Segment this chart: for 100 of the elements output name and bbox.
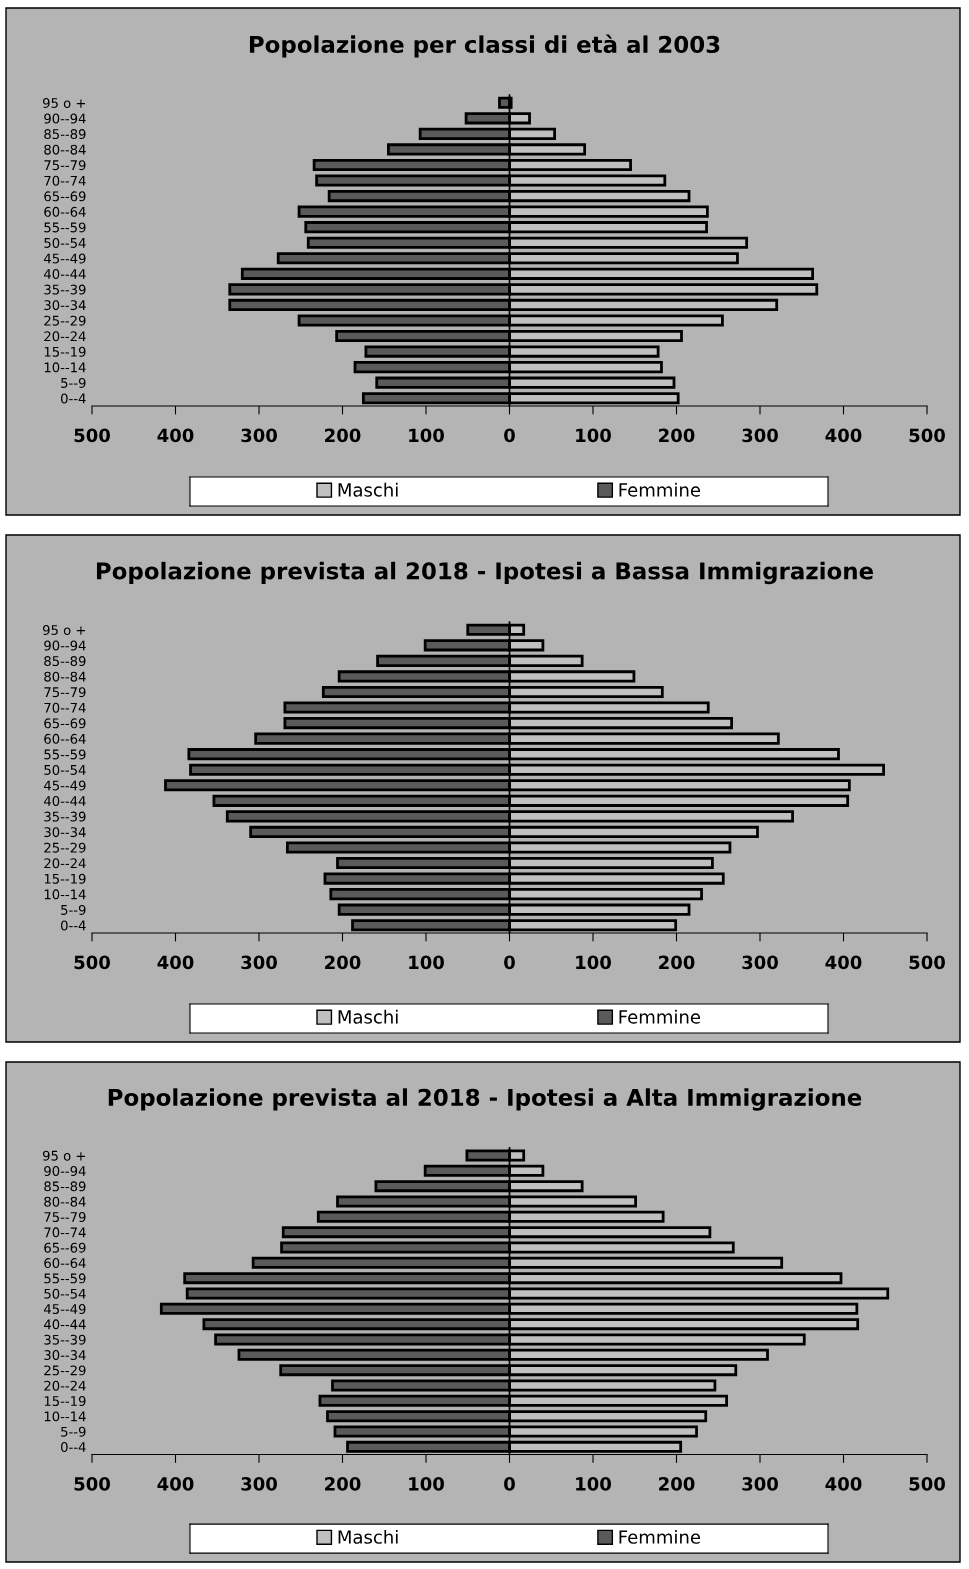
- x-tick-label: 200: [325, 428, 361, 443]
- y-tick-label: 55--59: [44, 749, 86, 760]
- x-tick-label: 500: [74, 955, 110, 970]
- y-tick-label: 15--19: [44, 873, 86, 884]
- y-tick-label: 60--64: [44, 1258, 86, 1269]
- y-tick-label: 20--24: [44, 858, 86, 869]
- x-tick-label: 400: [157, 955, 194, 970]
- x-tick-label: 400: [157, 1477, 194, 1491]
- y-tick-label: 25--29: [44, 315, 86, 326]
- y-tick-label: 75--79: [44, 1212, 86, 1223]
- y-tick-label: 5--9: [61, 904, 86, 915]
- x-tick-label: 200: [325, 955, 361, 970]
- y-tick-label: 70--74: [44, 1227, 86, 1238]
- x-tick-label: 200: [659, 955, 695, 970]
- y-tick-label: 20--24: [44, 331, 86, 342]
- y-tick-label: 5--9: [61, 377, 86, 388]
- y-tick-label: 30--34: [44, 1350, 86, 1361]
- x-tick-label: 400: [825, 428, 862, 443]
- x-tick-label: 300: [241, 428, 277, 443]
- y-tick-label: 75--79: [44, 160, 86, 171]
- y-tick-label: 45--49: [43, 253, 86, 264]
- y-tick-label: 10--14: [44, 1411, 86, 1422]
- y-tick-label: 30--34: [44, 300, 86, 311]
- y-tick-label: 0--4: [61, 393, 86, 404]
- x-tick-label: 300: [241, 955, 277, 970]
- y-tick-label: 5--9: [61, 1426, 86, 1437]
- x-tick-label: 300: [241, 1477, 277, 1491]
- y-tick-label: 10--14: [44, 362, 86, 373]
- y-tick-label: 50--54: [44, 237, 86, 248]
- y-tick-label: 50--54: [44, 764, 86, 775]
- x-tick-label: 100: [576, 428, 611, 443]
- x-tick-label: 300: [742, 428, 778, 443]
- x-tick-label: 400: [825, 955, 862, 970]
- x-tick-label: 0: [504, 955, 515, 970]
- y-tick-label: 95 o +: [42, 1150, 86, 1161]
- x-tick-label: 300: [742, 1477, 778, 1491]
- chart-title: Popolazione prevista al 2018 - Ipotesi a Alta Immigrazione: [108, 1088, 862, 1111]
- y-tick-label: 35--39: [44, 811, 86, 822]
- x-tick-label: 100: [409, 428, 444, 443]
- y-tick-label: 25--29: [44, 842, 86, 853]
- y-tick-label: 90--94: [44, 640, 86, 651]
- y-tick-label: 40--44: [43, 1319, 86, 1330]
- y-tick-label: 20--24: [44, 1380, 86, 1391]
- legend-label: Femmine: [619, 482, 701, 497]
- y-tick-label: 65--69: [44, 191, 86, 202]
- x-tick-label: 100: [409, 1477, 444, 1491]
- x-tick-label: 0: [504, 428, 515, 443]
- x-tick-label: 200: [325, 1477, 361, 1491]
- y-tick-label: 85--89: [44, 129, 86, 140]
- y-tick-label: 85--89: [44, 656, 86, 667]
- y-tick-label: 25--29: [44, 1365, 86, 1376]
- y-tick-label: 60--64: [44, 733, 86, 744]
- y-tick-label: 65--69: [44, 1242, 86, 1253]
- y-tick-label: 80--84: [44, 144, 86, 155]
- legend-label: Maschi: [338, 482, 398, 497]
- y-tick-label: 55--59: [44, 222, 86, 233]
- x-tick-label: 100: [576, 1477, 611, 1491]
- y-tick-label: 35--39: [44, 284, 86, 295]
- y-tick-label: 90--94: [44, 113, 86, 124]
- y-tick-label: 80--84: [44, 671, 86, 682]
- legend-label: Maschi: [338, 1529, 398, 1544]
- y-tick-label: 40--44: [43, 796, 86, 807]
- y-tick-label: 10--14: [44, 889, 86, 900]
- x-tick-label: 300: [742, 955, 778, 970]
- x-tick-label: 200: [659, 428, 695, 443]
- x-tick-label: 400: [825, 1477, 862, 1491]
- y-tick-label: 50--54: [44, 1288, 86, 1299]
- y-tick-label: 90--94: [44, 1166, 86, 1176]
- y-tick-label: 60--64: [44, 206, 86, 217]
- y-tick-label: 95 o +: [42, 98, 86, 108]
- legend-label: Femmine: [619, 1009, 701, 1024]
- y-tick-label: 80--84: [44, 1196, 86, 1207]
- y-tick-label: 15--19: [44, 346, 86, 357]
- y-tick-label: 15--19: [44, 1396, 86, 1407]
- y-tick-label: 30--34: [44, 827, 86, 838]
- x-tick-label: 400: [157, 428, 194, 443]
- x-tick-label: 100: [576, 955, 611, 970]
- x-tick-label: 500: [74, 428, 110, 443]
- y-tick-label: 85--89: [44, 1181, 86, 1192]
- x-tick-label: 200: [659, 1477, 695, 1491]
- y-tick-label: 40--44: [43, 269, 86, 280]
- legend-label: Maschi: [338, 1009, 398, 1024]
- chart-title: Popolazione prevista al 2018 - Ipotesi a Bassa Immigrazione: [96, 561, 874, 585]
- y-tick-label: 45--49: [43, 780, 86, 791]
- x-tick-label: 500: [909, 955, 945, 970]
- y-tick-label: 35--39: [44, 1334, 86, 1345]
- x-tick-label: 500: [909, 1477, 945, 1491]
- x-tick-label: 500: [909, 428, 945, 443]
- y-tick-label: 95 o +: [42, 625, 86, 635]
- y-tick-label: 70--74: [44, 175, 86, 186]
- y-tick-label: 75--79: [44, 687, 86, 698]
- y-tick-label: 0--4: [61, 1442, 86, 1453]
- y-tick-label: 70--74: [44, 702, 86, 713]
- legend-label: Femmine: [619, 1529, 701, 1544]
- x-tick-label: 500: [74, 1477, 110, 1491]
- y-tick-label: 0--4: [61, 920, 86, 931]
- y-tick-label: 65--69: [44, 718, 86, 729]
- y-tick-label: 45--49: [43, 1304, 86, 1315]
- x-tick-label: 100: [409, 955, 444, 970]
- y-tick-label: 55--59: [44, 1273, 86, 1284]
